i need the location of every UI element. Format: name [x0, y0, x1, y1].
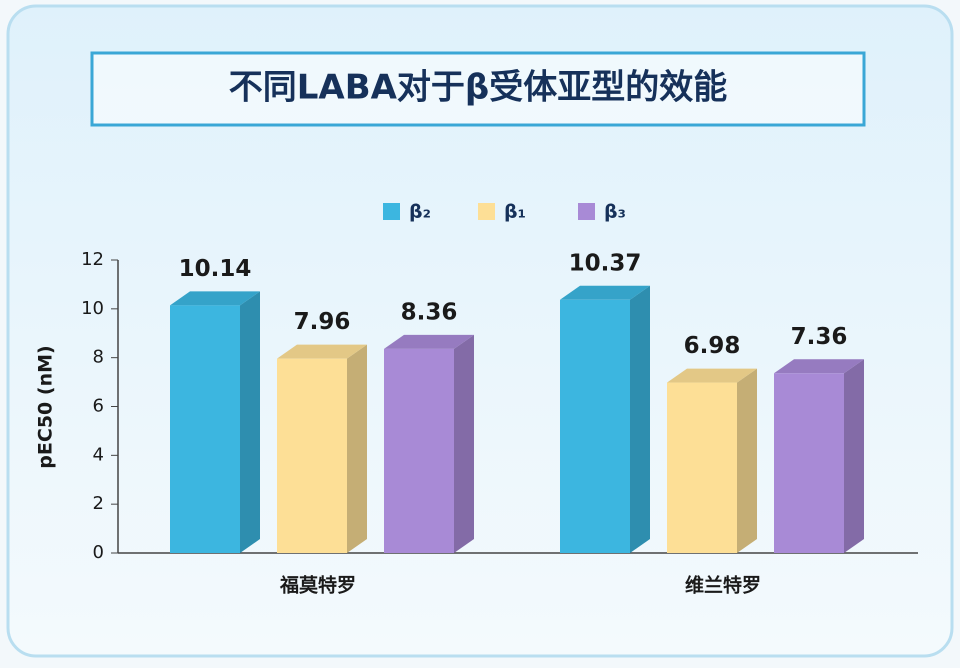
bar-top	[667, 368, 757, 383]
bar-top	[277, 344, 367, 359]
legend-label: β₁	[504, 201, 526, 223]
bar	[560, 299, 630, 553]
bar-top-shade	[170, 291, 260, 306]
bar-side-shade	[454, 334, 474, 553]
value-label: 10.14	[179, 256, 252, 282]
bar-side-shade	[737, 368, 757, 553]
bar-side-shade	[347, 344, 367, 553]
bar-side	[630, 285, 650, 553]
bar	[774, 373, 844, 553]
value-label: 8.36	[401, 299, 458, 325]
legend-label: β₂	[409, 201, 431, 223]
y-tick-label: 2	[93, 493, 104, 514]
bar-top	[384, 334, 474, 349]
legend-swatch	[478, 203, 495, 220]
legend-swatch	[383, 203, 400, 220]
legend-swatch	[578, 203, 595, 220]
y-tick-label: 6	[93, 396, 104, 417]
x-tick-label: 福莫特罗	[279, 574, 356, 597]
bar-top-shade	[667, 368, 757, 383]
chart-title: 不同LABA对于β受体亚型的效能	[229, 68, 728, 108]
y-axis-label: pEC50 (nM)	[35, 345, 57, 468]
bar-side-shade	[240, 291, 260, 553]
bar-top	[774, 359, 864, 374]
value-label: 7.96	[294, 309, 351, 335]
bar	[667, 382, 737, 553]
bar-side-shade	[630, 285, 650, 553]
y-tick-label: 10	[81, 298, 104, 319]
bar-top-shade	[277, 344, 367, 359]
title-box	[90, 51, 866, 127]
bar	[277, 358, 347, 553]
bar-top	[170, 291, 260, 306]
bar-top-shade	[774, 359, 864, 374]
bar	[384, 348, 454, 553]
y-tick-label: 12	[81, 249, 104, 270]
x-tick-label: 维兰特罗	[685, 574, 761, 597]
value-label: 6.98	[684, 333, 741, 359]
bar-side	[347, 344, 367, 553]
bar-side	[737, 368, 757, 553]
y-tick-label: 4	[93, 444, 104, 465]
value-label: 7.36	[791, 324, 848, 350]
bar-side	[454, 334, 474, 553]
value-label: 10.37	[569, 250, 642, 276]
y-tick-label: 8	[93, 347, 104, 368]
bar-top	[560, 285, 650, 300]
bar-side	[844, 359, 864, 553]
bar-top-shade	[560, 285, 650, 300]
bar	[170, 305, 240, 553]
y-tick-label: 0	[93, 542, 104, 563]
bar-top-shade	[384, 334, 474, 349]
legend-label: β₃	[604, 201, 626, 223]
bar-side-shade	[844, 359, 864, 553]
bar-side	[240, 291, 260, 553]
